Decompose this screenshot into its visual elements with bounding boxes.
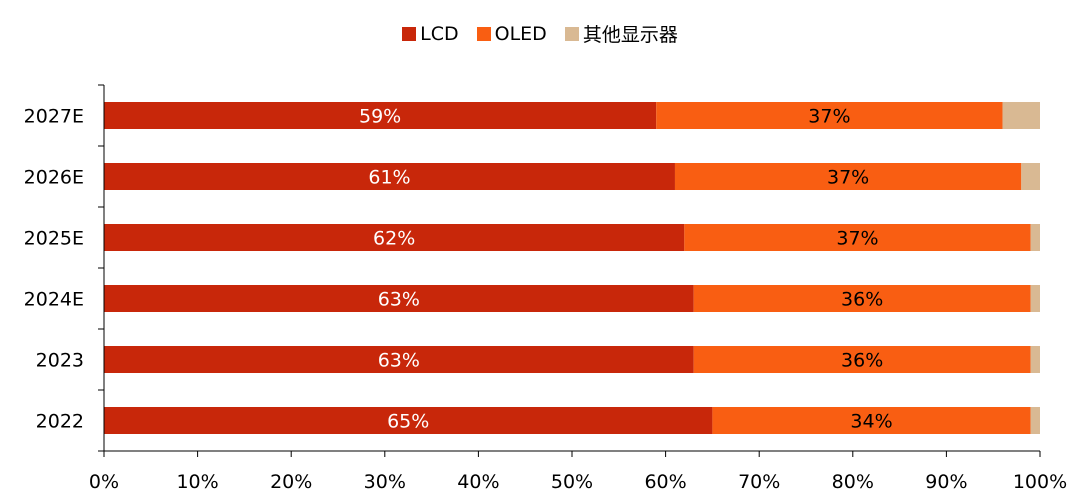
legend-item-lcd: LCD <box>402 22 459 45</box>
data-label-lcd-2022: 65% <box>387 411 429 433</box>
bar-other-2022 <box>1030 407 1040 434</box>
bar-other-2023 <box>1030 346 1040 373</box>
data-label-lcd-2025e: 62% <box>373 228 415 250</box>
data-label-oled-2027e: 37% <box>808 106 850 128</box>
data-label-oled-2024e: 36% <box>841 289 883 311</box>
bar-other-2024e <box>1030 285 1040 312</box>
data-label-oled-2023: 36% <box>841 350 883 372</box>
x-tick-label-40: 40% <box>457 471 499 493</box>
x-tick-label-80: 80% <box>832 471 874 493</box>
data-label-oled-2026e: 37% <box>827 167 869 189</box>
legend-swatch-oled <box>476 26 491 41</box>
data-label-lcd-2026e: 61% <box>368 167 410 189</box>
x-tick-label-70: 70% <box>738 471 780 493</box>
data-label-oled-2022: 34% <box>850 411 892 433</box>
y-tick-label-2024e: 2024E <box>24 289 84 311</box>
bar-lcd-2023 <box>104 346 694 373</box>
bar-oled-2023 <box>693 346 1031 373</box>
legend-item-other: 其他显示器 <box>564 20 678 47</box>
bar-lcd-2024e <box>104 285 694 312</box>
axes-group: 2027E 2026E 2025E 2024E 2023 2022 0% 10% 20% 30% 4… <box>24 84 1067 493</box>
x-tick-label-50: 50% <box>551 471 593 493</box>
bar-lcd-2022 <box>104 407 713 434</box>
data-label-oled-2025e: 37% <box>836 228 878 250</box>
legend-label-lcd: LCD <box>420 22 459 45</box>
bar-lcd-2026e <box>104 163 675 190</box>
bar-oled-2026e <box>674 163 1022 190</box>
bar-other-2027e <box>1002 102 1040 129</box>
x-tick-label-20: 20% <box>270 471 312 493</box>
x-tick-label-0: 0% <box>89 471 119 493</box>
bar-lcd-2027e <box>104 102 657 129</box>
x-tick-label-60: 60% <box>644 471 686 493</box>
bar-oled-2027e <box>656 102 1003 129</box>
bar-oled-2022 <box>712 407 1031 434</box>
y-tick-label-2027e: 2027E <box>24 106 84 128</box>
bar-other-2025e <box>1030 224 1040 251</box>
legend-swatch-lcd <box>402 26 417 41</box>
x-tick-label-10: 10% <box>176 471 218 493</box>
x-tick-label-30: 30% <box>364 471 406 493</box>
bar-oled-2024e <box>693 285 1031 312</box>
legend-label-other: 其他显示器 <box>582 24 678 46</box>
bars-group: 59% 37% 61% 37% 62% 37% 63% 36% 63% 36% 65% 34% <box>104 102 1040 434</box>
bar-oled-2025e <box>684 224 1031 251</box>
x-tick-label-100: 100% <box>1013 471 1067 493</box>
legend-item-oled: OLED <box>476 22 547 45</box>
legend-label-oled: OLED <box>494 22 547 45</box>
bar-other-2026e <box>1021 163 1040 190</box>
x-tick-label-90: 90% <box>925 471 967 493</box>
data-label-lcd-2024e: 63% <box>378 289 420 311</box>
y-tick-label-2026e: 2026E <box>24 167 84 189</box>
y-tick-label-2022: 2022 <box>36 411 84 433</box>
data-label-lcd-2023: 63% <box>378 350 420 372</box>
legend-swatch-other <box>564 26 579 41</box>
data-label-lcd-2027e: 59% <box>359 106 401 128</box>
bar-lcd-2025e <box>104 224 685 251</box>
legend: LCD OLED 其他显示器 <box>0 20 1080 47</box>
y-tick-label-2023: 2023 <box>36 350 84 372</box>
y-tick-label-2025e: 2025E <box>24 228 84 250</box>
